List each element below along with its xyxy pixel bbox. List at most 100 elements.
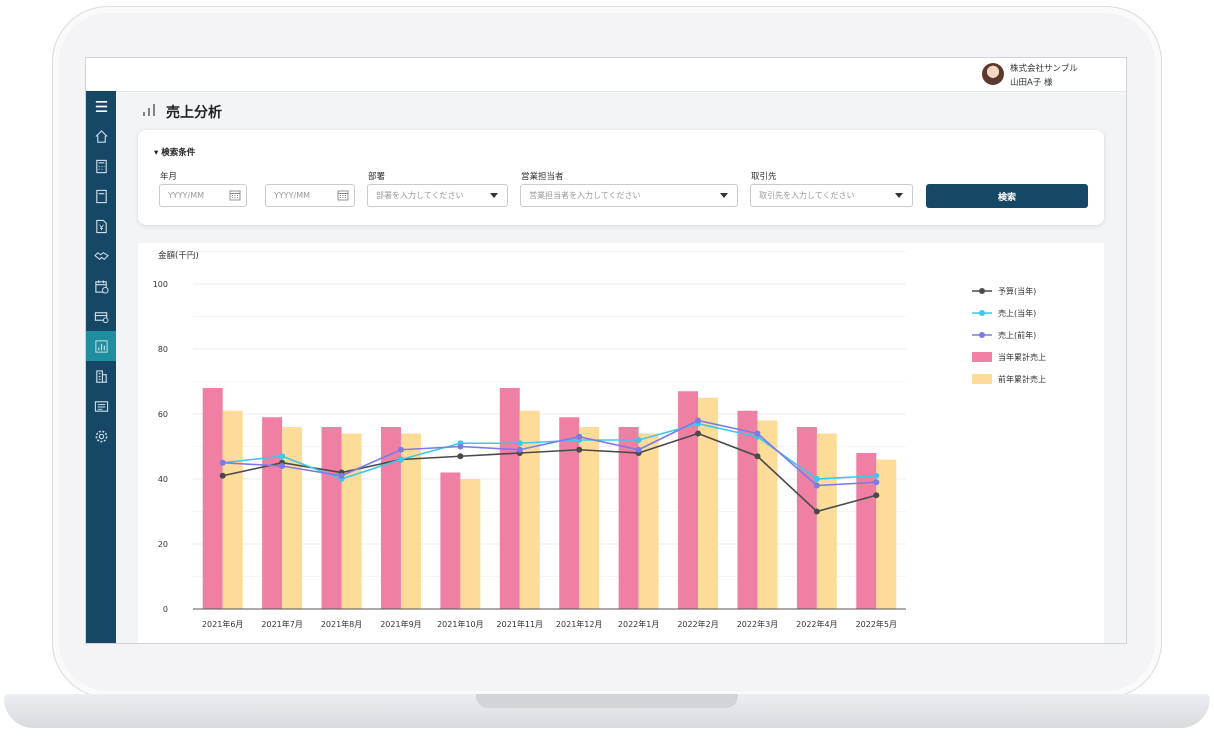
bar-previous-cumulative xyxy=(460,479,481,609)
chevron-down-icon xyxy=(720,193,728,198)
line-point xyxy=(695,430,702,437)
x-tick-label: 2022年5月 xyxy=(856,619,897,629)
bar-current-cumulative xyxy=(440,472,461,609)
sales-chart-icon xyxy=(143,104,155,116)
bar-previous-cumulative xyxy=(222,410,243,609)
line-point xyxy=(813,476,820,482)
sales-rep-label: 営業担当者 xyxy=(521,172,564,182)
app-screen: 株式会社サンプル 山田A子 様 xyxy=(85,57,1127,644)
bar-previous-cumulative xyxy=(638,433,659,609)
y-axis-label: 金額(千円) xyxy=(158,250,199,261)
x-tick-label: 2021年8月 xyxy=(321,619,362,629)
sales-rep-select[interactable]: 営業担当者を入力してください xyxy=(520,184,738,207)
handshake-icon[interactable] xyxy=(86,241,116,271)
top-bar: 株式会社サンプル 山田A子 様 xyxy=(86,58,1126,92)
x-tick-label: 2021年7月 xyxy=(261,619,302,629)
client-placeholder: 取引先を入力してください xyxy=(759,191,855,200)
line-point xyxy=(516,440,523,447)
line-point xyxy=(754,430,761,437)
bar-chart-icon[interactable] xyxy=(86,331,116,361)
line-point xyxy=(813,508,820,515)
bar-previous-cumulative xyxy=(579,427,600,609)
legend-label: 売上(前年) xyxy=(998,330,1036,340)
line-series-2 xyxy=(222,419,877,487)
payment-card-icon[interactable] xyxy=(86,301,116,331)
legend-label: 前年累計売上 xyxy=(998,374,1046,384)
user-company: 株式会社サンプル xyxy=(1010,64,1078,74)
search-panel-title[interactable]: ▾ 検索条件 xyxy=(154,148,196,158)
legend-label: 売上(当年) xyxy=(998,308,1036,318)
legend-marker xyxy=(979,288,985,294)
bar-previous-cumulative xyxy=(698,397,719,609)
period-from-input[interactable]: YYYY/MM xyxy=(159,184,247,207)
legend-swatch xyxy=(972,352,992,362)
line-point xyxy=(754,453,761,460)
line-point xyxy=(397,446,404,453)
line-point xyxy=(873,472,880,479)
chart-panel: 金額(千円) 0 20 40 60 80 100 2021年6月 2021年7月 2021年8月 2… xyxy=(138,243,1104,643)
department-label: 部署 xyxy=(368,172,386,182)
bar-previous-cumulative xyxy=(400,433,421,609)
period-to-input[interactable]: YYYY/MM xyxy=(265,184,355,207)
user-name: 山田A子 様 xyxy=(1010,78,1053,88)
sidebar xyxy=(86,91,116,643)
bar-current-cumulative xyxy=(262,417,283,609)
line-point xyxy=(279,463,286,469)
gear-icon[interactable] xyxy=(86,421,116,451)
client-label: 取引先 xyxy=(751,172,777,182)
line-point xyxy=(635,437,642,443)
legend-swatch xyxy=(972,374,992,384)
bar-current-cumulative xyxy=(499,388,520,609)
bar-current-cumulative xyxy=(678,391,699,609)
line-point xyxy=(397,456,404,463)
line-point xyxy=(635,446,642,453)
department-select[interactable]: 部署を入力してください xyxy=(367,184,508,207)
legend-marker xyxy=(979,332,985,338)
line-point xyxy=(457,443,464,450)
line-point xyxy=(576,446,583,453)
line-point xyxy=(219,472,226,479)
legend-label: 当年累計売上 xyxy=(998,352,1046,362)
y-tick-label: 80 xyxy=(158,345,168,354)
building-icon[interactable] xyxy=(86,361,116,391)
line-point xyxy=(457,453,464,460)
period-from-placeholder: YYYY/MM xyxy=(168,191,205,200)
department-placeholder: 部署を入力してください xyxy=(376,191,464,200)
client-select[interactable]: 取引先を入力してください xyxy=(750,184,913,207)
line-point xyxy=(813,482,820,489)
chevron-down-icon xyxy=(895,193,903,198)
line-point xyxy=(516,446,523,453)
bar-previous-cumulative xyxy=(282,427,303,609)
line-point xyxy=(873,492,880,499)
calendar-clock-icon[interactable] xyxy=(86,271,116,301)
invoice-yen-icon[interactable] xyxy=(86,211,116,241)
line-series-0 xyxy=(222,432,877,513)
menu-icon[interactable] xyxy=(86,91,116,121)
x-tick-label: 2022年4月 xyxy=(796,619,837,629)
y-tick-label: 0 xyxy=(163,605,168,614)
calendar-icon[interactable] xyxy=(229,189,241,201)
list-icon[interactable] xyxy=(86,391,116,421)
y-tick-label: 60 xyxy=(158,410,168,419)
bar-current-cumulative xyxy=(856,453,877,609)
period-label: 年月 xyxy=(160,172,178,182)
search-button[interactable]: 検索 xyxy=(926,184,1088,208)
user-avatar[interactable] xyxy=(982,63,1004,85)
document-icon[interactable] xyxy=(86,181,116,211)
bar-previous-cumulative xyxy=(876,459,897,609)
bar-current-cumulative xyxy=(380,427,401,609)
y-tick-label: 40 xyxy=(158,475,168,484)
legend-label: 予算(当年) xyxy=(998,286,1036,296)
search-title-label: 検索条件 xyxy=(161,148,196,158)
bar-current-cumulative xyxy=(321,427,342,609)
x-tick-label: 2021年11月 xyxy=(497,619,544,629)
period-to-placeholder: YYYY/MM xyxy=(274,191,311,200)
laptop-notch xyxy=(476,694,738,708)
calendar-icon[interactable] xyxy=(337,189,349,201)
home-icon[interactable] xyxy=(86,121,116,151)
line-series-1 xyxy=(222,422,877,480)
y-tick-label: 20 xyxy=(158,540,168,549)
calculator-icon[interactable] xyxy=(86,151,116,181)
x-tick-label: 2021年6月 xyxy=(202,619,243,629)
line-point xyxy=(695,417,702,424)
